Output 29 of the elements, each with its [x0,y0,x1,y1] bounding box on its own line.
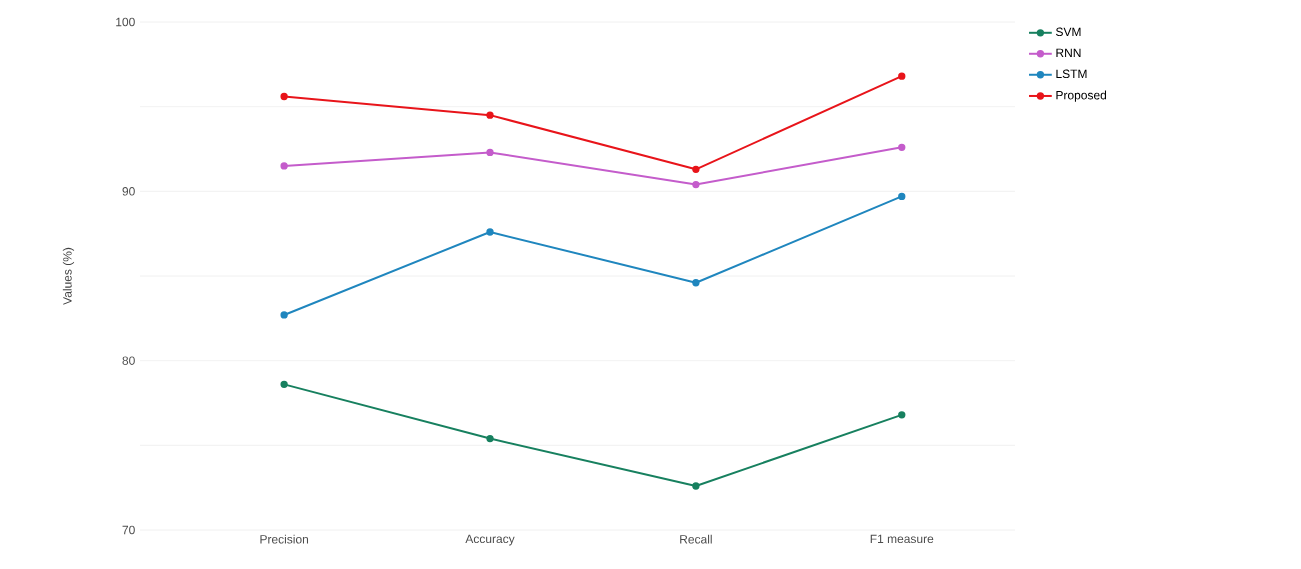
y-tick-label: 70 [122,525,135,535]
point [486,111,494,119]
point [898,192,906,201]
point [486,228,494,236]
legend-label: SVM [1055,27,1081,37]
y-axis-title: Values (%) [62,247,75,305]
y-tick-label: 80 [122,356,135,365]
y-tick-label: 90 [122,187,135,196]
point [280,92,288,101]
point [692,279,700,287]
point [898,143,906,151]
point [898,411,906,419]
x-tick-label: Precision [260,534,309,544]
point [692,482,700,490]
legend-label: RNN [1056,48,1081,57]
legend-label: Proposed [1056,90,1107,102]
x-tick-label: Accuracy [465,534,515,546]
point [280,311,288,319]
point [692,180,700,189]
point [486,434,494,443]
y-tick-label: 100 [116,17,135,27]
point [692,165,700,173]
point [280,162,288,170]
x-tick-label: F1 measure [870,534,934,544]
x-tick-label: Recall [680,534,712,544]
legend-label: LSTM [1056,69,1087,79]
point [486,148,494,157]
point [280,380,288,389]
point [898,72,906,80]
